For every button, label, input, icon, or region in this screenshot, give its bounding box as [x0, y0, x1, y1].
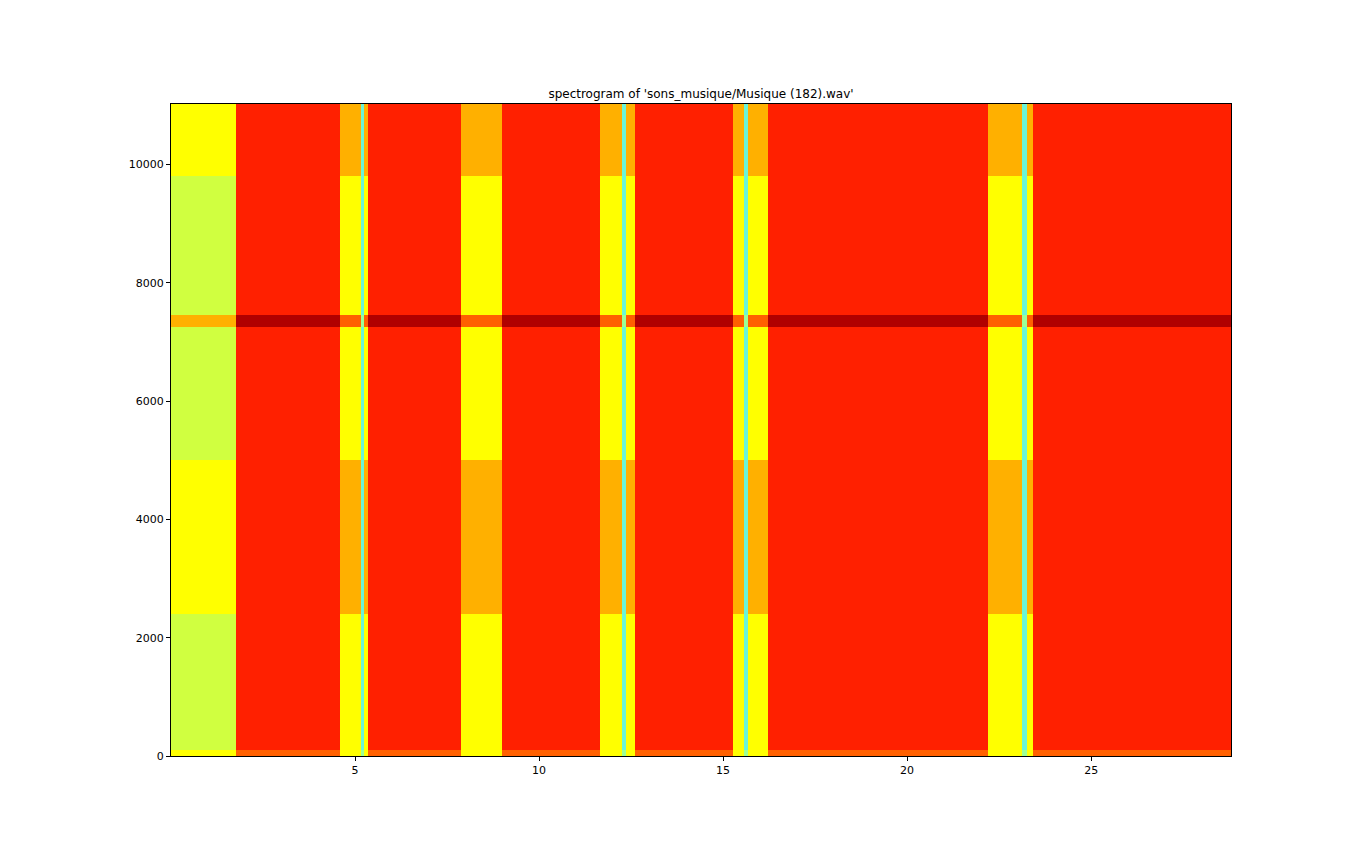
svg-text:6000: 6000: [136, 395, 164, 408]
svg-text:4000: 4000: [136, 513, 164, 526]
svg-text:20: 20: [900, 764, 914, 777]
svg-text:spectrogram of 'sons_musique/M: spectrogram of 'sons_musique/Musique (18…: [548, 87, 853, 101]
svg-text:15: 15: [716, 764, 730, 777]
svg-text:2000: 2000: [136, 632, 164, 645]
svg-text:8000: 8000: [136, 277, 164, 290]
svg-text:10000: 10000: [129, 158, 164, 171]
svg-text:0: 0: [157, 750, 164, 763]
svg-text:10: 10: [532, 764, 546, 777]
svg-text:25: 25: [1084, 764, 1098, 777]
svg-text:5: 5: [352, 764, 359, 777]
